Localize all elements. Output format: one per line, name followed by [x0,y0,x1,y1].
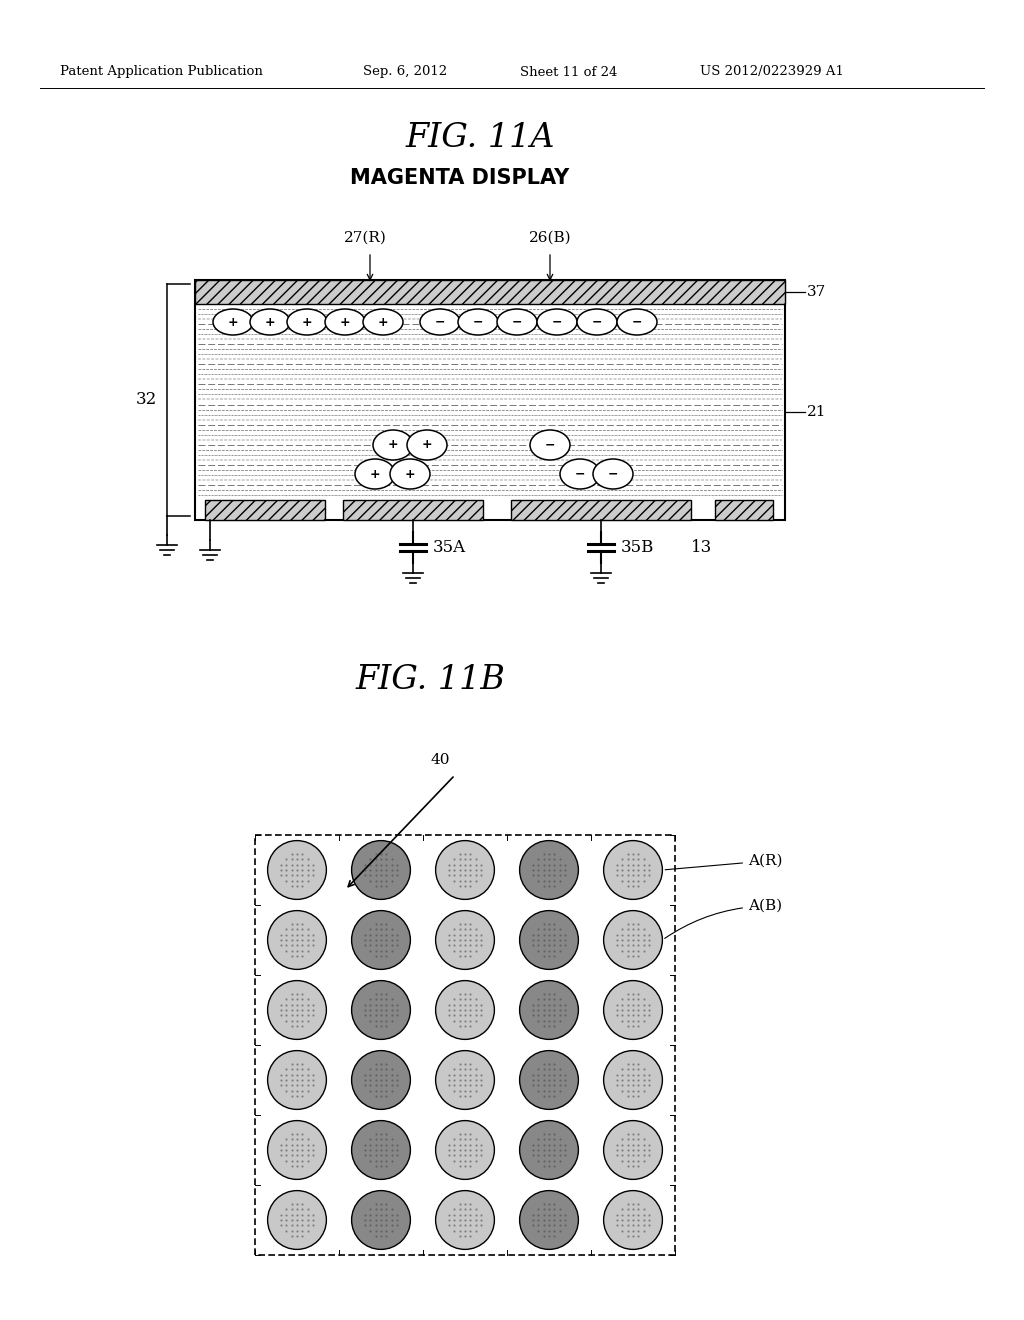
Ellipse shape [420,309,460,335]
Circle shape [351,911,411,969]
Circle shape [351,981,411,1039]
Text: −: − [512,315,522,329]
Text: 37: 37 [807,285,826,300]
Text: MAGENTA DISPLAY: MAGENTA DISPLAY [350,168,569,187]
Text: 32: 32 [136,392,157,408]
Ellipse shape [407,430,447,459]
Ellipse shape [497,309,537,335]
Text: +: + [422,438,432,451]
Text: 27(R): 27(R) [344,231,386,246]
Ellipse shape [617,309,657,335]
Bar [205,500,325,520]
Ellipse shape [287,309,327,335]
Circle shape [603,911,663,969]
Text: Sep. 6, 2012: Sep. 6, 2012 [362,66,447,78]
Circle shape [603,1121,663,1179]
Text: +: + [378,315,388,329]
Ellipse shape [577,309,617,335]
Text: 21: 21 [807,405,826,418]
Text: A(R): A(R) [666,854,782,870]
Ellipse shape [362,309,403,335]
Circle shape [267,1191,327,1250]
Bar [195,280,785,520]
Circle shape [267,1051,327,1109]
Text: −: − [552,315,562,329]
Circle shape [603,981,663,1039]
Circle shape [603,841,663,899]
Text: +: + [340,315,350,329]
Text: +: + [227,315,239,329]
Text: 35B: 35B [621,540,654,557]
Bar [511,500,691,520]
Text: +: + [264,315,275,329]
Text: +: + [388,438,398,451]
Text: −: − [473,315,483,329]
Text: Sheet 11 of 24: Sheet 11 of 24 [520,66,617,78]
Circle shape [435,841,495,899]
Circle shape [435,911,495,969]
Text: −: − [592,315,602,329]
Circle shape [435,1191,495,1250]
Circle shape [519,981,579,1039]
Bar [343,500,483,520]
Circle shape [267,911,327,969]
Circle shape [519,1191,579,1250]
Text: −: − [545,438,555,451]
Circle shape [351,841,411,899]
Circle shape [267,841,327,899]
Circle shape [267,1121,327,1179]
Text: Patent Application Publication: Patent Application Publication [60,66,263,78]
Text: US 2012/0223929 A1: US 2012/0223929 A1 [700,66,844,78]
Circle shape [435,981,495,1039]
Ellipse shape [373,430,413,459]
Circle shape [351,1121,411,1179]
Ellipse shape [213,309,253,335]
Ellipse shape [537,309,577,335]
Circle shape [435,1121,495,1179]
Text: 26(B): 26(B) [528,231,571,246]
Circle shape [519,911,579,969]
Bar [715,500,773,520]
Text: A(B): A(B) [665,899,782,939]
Text: −: − [574,467,586,480]
Ellipse shape [325,309,365,335]
Text: +: + [404,467,416,480]
Circle shape [435,1051,495,1109]
Circle shape [267,981,327,1039]
Bar [195,280,785,304]
Text: +: + [302,315,312,329]
Ellipse shape [355,459,395,488]
Circle shape [519,1121,579,1179]
Ellipse shape [458,309,498,335]
Bar [255,836,675,1255]
Text: −: − [632,315,642,329]
Circle shape [351,1191,411,1250]
Ellipse shape [593,459,633,488]
Ellipse shape [560,459,600,488]
Circle shape [351,1051,411,1109]
Text: FIG. 11A: FIG. 11A [406,121,555,154]
Ellipse shape [390,459,430,488]
Text: −: − [435,315,445,329]
Circle shape [519,841,579,899]
Text: FIG. 11B: FIG. 11B [355,664,505,696]
Text: 35A: 35A [433,540,466,557]
Ellipse shape [530,430,570,459]
Circle shape [603,1051,663,1109]
Text: −: − [608,467,618,480]
Text: 40: 40 [430,752,450,767]
Text: +: + [370,467,380,480]
Circle shape [603,1191,663,1250]
Text: 13: 13 [691,540,713,557]
Circle shape [519,1051,579,1109]
Ellipse shape [250,309,290,335]
